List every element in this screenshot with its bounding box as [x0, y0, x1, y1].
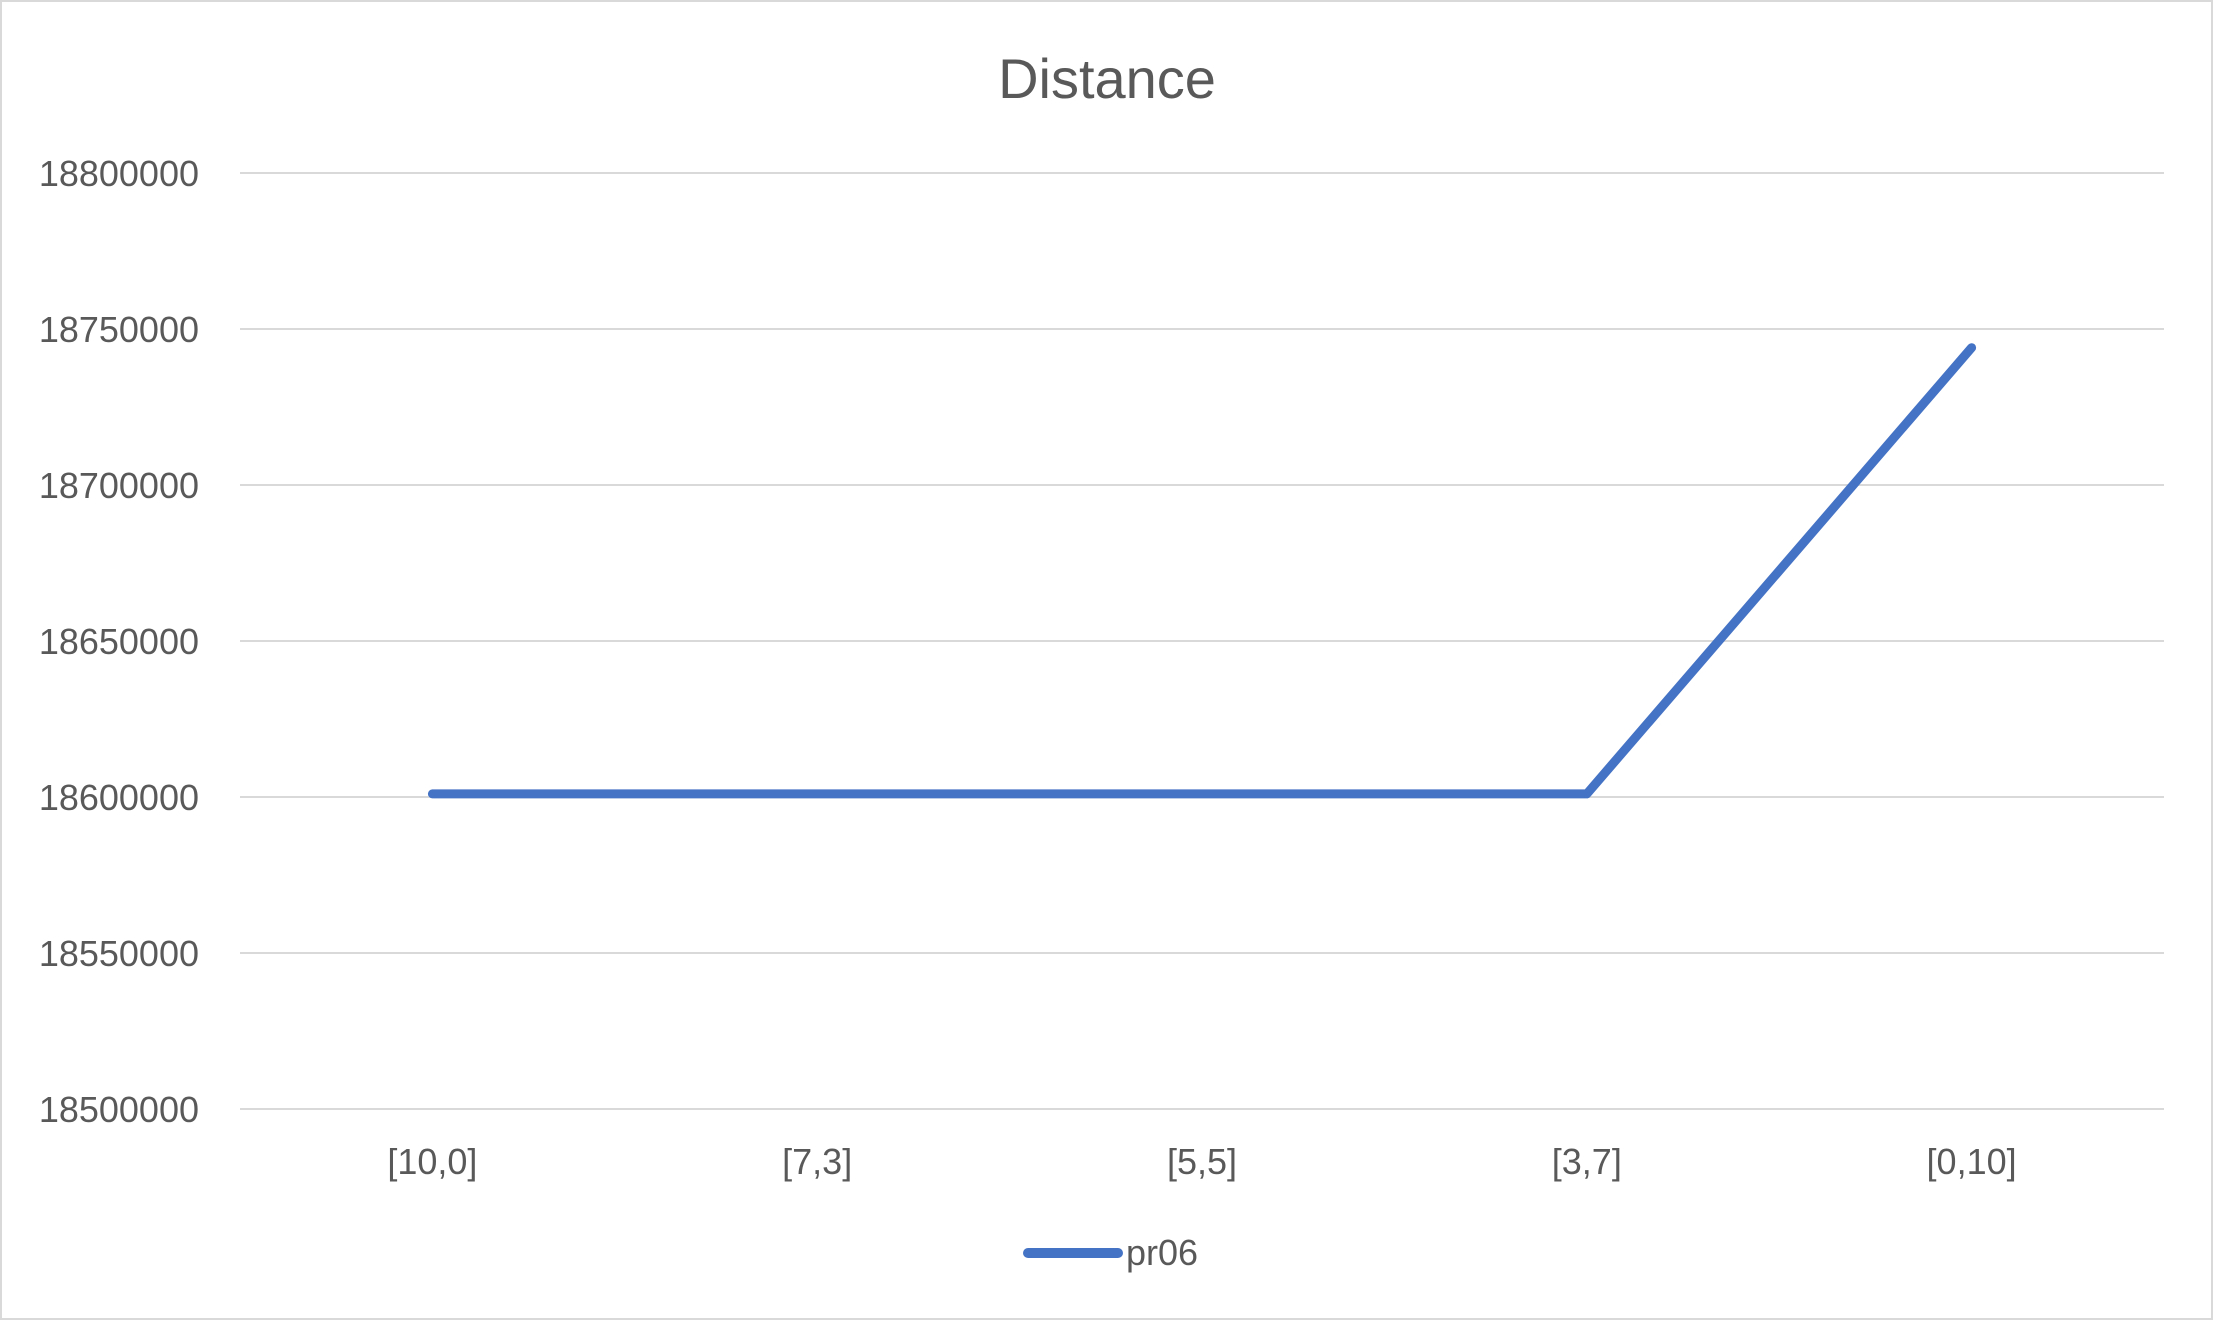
legend-label-pr06: pr06 — [1126, 1232, 1198, 1273]
y-tick-label: 18700000 — [39, 465, 199, 506]
series-line-pr06 — [427, 343, 1977, 799]
gridlines — [240, 172, 2164, 1110]
legend: pr06 — [1023, 1232, 1198, 1273]
y-tick-label: 18550000 — [39, 933, 199, 974]
y-tick-label: 18500000 — [39, 1089, 199, 1130]
y-tick-label: 18600000 — [39, 777, 199, 818]
x-tick-label: [3,7] — [1552, 1141, 1622, 1182]
series-lines — [427, 343, 1977, 799]
y-tick-label: 18800000 — [39, 153, 199, 194]
x-axis-tick-labels: [10,0] [7,3] [5,5] [3,7] [0,10] — [387, 1141, 2016, 1182]
y-tick-label: 18650000 — [39, 621, 199, 662]
x-tick-label: [0,10] — [1927, 1141, 2017, 1182]
chart-title: Distance — [998, 47, 1216, 110]
x-tick-label: [5,5] — [1167, 1141, 1237, 1182]
y-axis-tick-labels: 18500000 18550000 18600000 18650000 18700000… — [39, 153, 199, 1130]
x-tick-label: [10,0] — [387, 1141, 477, 1182]
x-tick-label: [7,3] — [782, 1141, 852, 1182]
y-tick-label: 18750000 — [39, 309, 199, 350]
